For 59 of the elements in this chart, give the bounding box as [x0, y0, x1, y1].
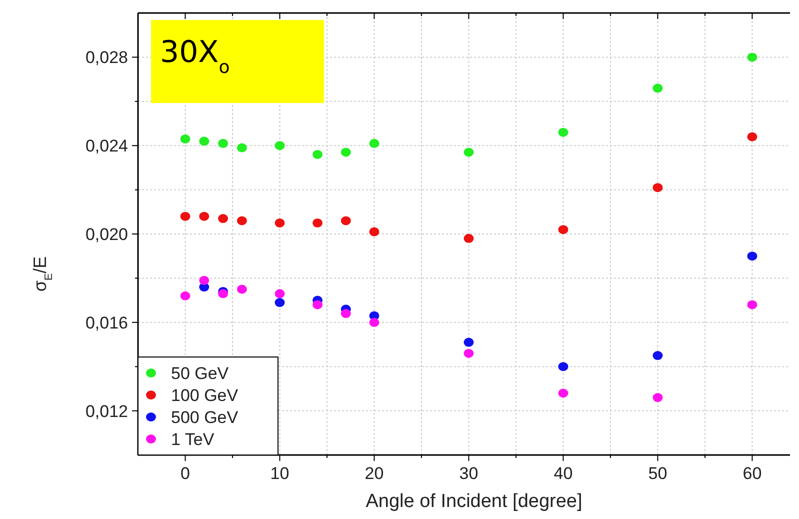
point [747, 300, 758, 310]
y-tick-label: 0,020 [85, 225, 128, 244]
legend-label: 500 GeV [171, 408, 239, 427]
x-tick-label: 50 [648, 464, 668, 483]
point [558, 388, 568, 398]
point [340, 216, 351, 226]
point [747, 52, 758, 62]
point [180, 212, 190, 221]
point [747, 132, 758, 142]
point [312, 218, 323, 228]
legend-label: 50 GeV [171, 364, 230, 383]
point [464, 234, 474, 243]
point [464, 148, 474, 157]
point [464, 338, 474, 347]
point [274, 298, 285, 308]
point [236, 143, 247, 152]
point [340, 309, 351, 318]
x-tick-label: 40 [554, 464, 573, 483]
x-tick-label: 20 [364, 464, 384, 483]
point [199, 212, 210, 221]
point [236, 216, 247, 226]
point [369, 227, 380, 236]
y-tick-label: 0,012 [85, 402, 128, 421]
annotation: 30X$_{o}$ [160, 35, 230, 78]
y-tick-label: 0,024 [85, 136, 128, 156]
point [312, 300, 323, 310]
point [199, 276, 210, 285]
point [274, 141, 285, 150]
legend-label: 100 GeV [171, 386, 239, 405]
point [274, 289, 285, 298]
point [747, 252, 758, 261]
point [199, 136, 210, 146]
point [340, 148, 351, 157]
y-tick-label: 0,028 [85, 48, 128, 68]
point [369, 318, 380, 327]
point [274, 218, 285, 228]
point [652, 84, 663, 93]
point [236, 284, 247, 294]
point [652, 393, 663, 402]
point [180, 291, 190, 300]
point [652, 351, 663, 360]
legend-label: 1 TeV [171, 430, 215, 449]
x-tick-label: 10 [270, 464, 290, 483]
point [369, 138, 380, 148]
point [464, 348, 474, 358]
point [558, 225, 568, 234]
point [218, 289, 228, 298]
point [312, 150, 323, 159]
point [180, 134, 190, 144]
point [558, 128, 568, 137]
point [558, 362, 568, 372]
point [218, 138, 228, 148]
x-axis-title: Angle of Incident [degree] [366, 491, 582, 512]
x-tick-label: 30 [459, 464, 478, 483]
x-tick-label: 60 [742, 464, 762, 483]
point [218, 214, 228, 224]
x-tick-label: 0 [180, 464, 190, 483]
point [652, 183, 663, 192]
y-tick-label: 0,016 [85, 313, 128, 332]
